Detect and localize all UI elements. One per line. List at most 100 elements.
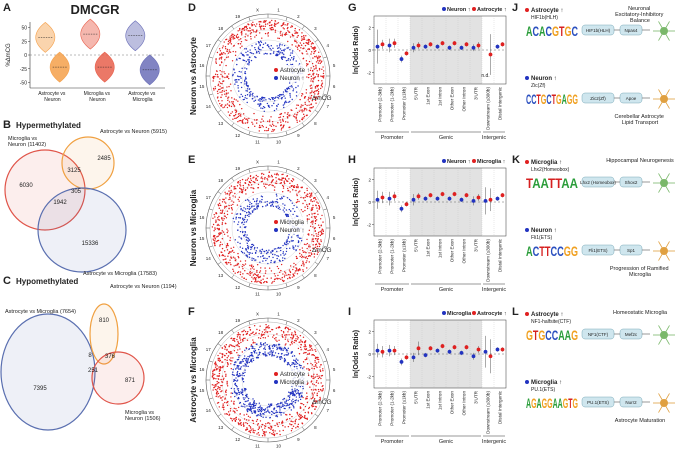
circos-point [281, 334, 283, 336]
circos-point [287, 180, 289, 183]
circos-point [230, 206, 233, 209]
circos-point [225, 95, 227, 97]
circos-point [243, 424, 245, 427]
x-tick-label: Downstream (≤300b) [486, 239, 491, 282]
circos-point [254, 36, 256, 38]
circos-point [287, 339, 289, 341]
circos-point [272, 202, 274, 204]
circos-point [245, 179, 247, 181]
circos-point [280, 406, 282, 409]
circos-point [249, 271, 251, 274]
circos-point [257, 356, 259, 359]
circos-point [270, 201, 272, 203]
circos-point [247, 126, 250, 129]
circos-point [260, 408, 263, 411]
circos-point [238, 120, 241, 122]
circos-point [221, 356, 223, 359]
circos-point [280, 25, 283, 27]
circos-point [263, 99, 265, 101]
circos-point [233, 188, 235, 190]
circos-point [311, 70, 314, 72]
circos-point [247, 177, 249, 179]
circos-point [241, 107, 243, 110]
circos-point [260, 252, 262, 255]
circos-point [320, 84, 323, 87]
circos-point [223, 218, 225, 220]
circos-point [268, 354, 271, 356]
circos-point [319, 234, 322, 237]
circos-point [215, 220, 217, 223]
circos-point [263, 178, 266, 180]
circos-point [305, 348, 308, 350]
circos-point [298, 50, 301, 52]
circos-point [291, 57, 293, 59]
circos-point [285, 241, 288, 244]
circos-point [305, 107, 307, 110]
circos-point [234, 382, 237, 385]
circos-point [251, 407, 254, 409]
circos-point [315, 216, 317, 218]
circos-point [239, 182, 241, 184]
circos-point [276, 356, 279, 358]
circos-point [215, 369, 218, 371]
circos-point [275, 96, 277, 98]
circos-point [292, 425, 295, 427]
chromosome-label: 15 [199, 236, 205, 241]
circos-point [261, 429, 264, 431]
circos-point [279, 433, 281, 436]
circos-point [266, 183, 268, 186]
circos-point [299, 42, 302, 44]
circos-point [311, 223, 314, 225]
circos-point [310, 252, 312, 254]
circos-point [303, 42, 305, 45]
circos-point [291, 44, 293, 46]
circos-point [268, 347, 271, 349]
circos-point [284, 112, 286, 114]
circos-point [263, 28, 266, 30]
circos-point [238, 216, 240, 219]
circos-point [314, 50, 316, 53]
circos-point [215, 61, 217, 63]
chromosome-label: 8 [314, 425, 317, 430]
circos-point [216, 365, 218, 367]
circos-point [312, 389, 315, 391]
circos-point [304, 358, 306, 361]
circos-point [282, 429, 284, 432]
circos-point [293, 204, 295, 207]
circos-point [217, 378, 219, 380]
circos-point [276, 423, 279, 426]
circos-point [277, 37, 279, 39]
circos-point [306, 238, 308, 241]
circos-point [241, 265, 244, 268]
circos-point [304, 44, 307, 47]
circos-point [242, 422, 245, 424]
circos-point [270, 425, 272, 427]
circos-point [229, 407, 232, 410]
circos-point [301, 52, 303, 54]
circos-point [294, 30, 296, 32]
circos-point [237, 255, 239, 258]
circos-point [238, 39, 240, 41]
circos-point [215, 59, 217, 61]
circos-point [299, 416, 301, 418]
circos-point [298, 63, 301, 65]
circos-point [217, 235, 219, 238]
panel-letter: C [3, 275, 11, 287]
circos-point [307, 76, 310, 79]
circos-point [263, 275, 265, 277]
circos-point [285, 354, 287, 356]
circos-point [291, 351, 293, 353]
circos-point [296, 235, 298, 237]
circos-point [225, 89, 228, 92]
chromosome-divider [301, 329, 305, 334]
circos-point [242, 268, 244, 270]
circos-point [275, 54, 278, 56]
circos-point [253, 31, 255, 33]
x-tick-label: Promoter (1-2kb) [390, 239, 395, 274]
circos-point [246, 413, 248, 415]
circos-point [313, 373, 315, 375]
circos-point [314, 400, 316, 403]
x-tick-label: Microglia vs Neuron [84, 91, 112, 103]
circos-point [258, 42, 260, 44]
x-tick-label: Promoter (≤1kb) [402, 87, 407, 121]
